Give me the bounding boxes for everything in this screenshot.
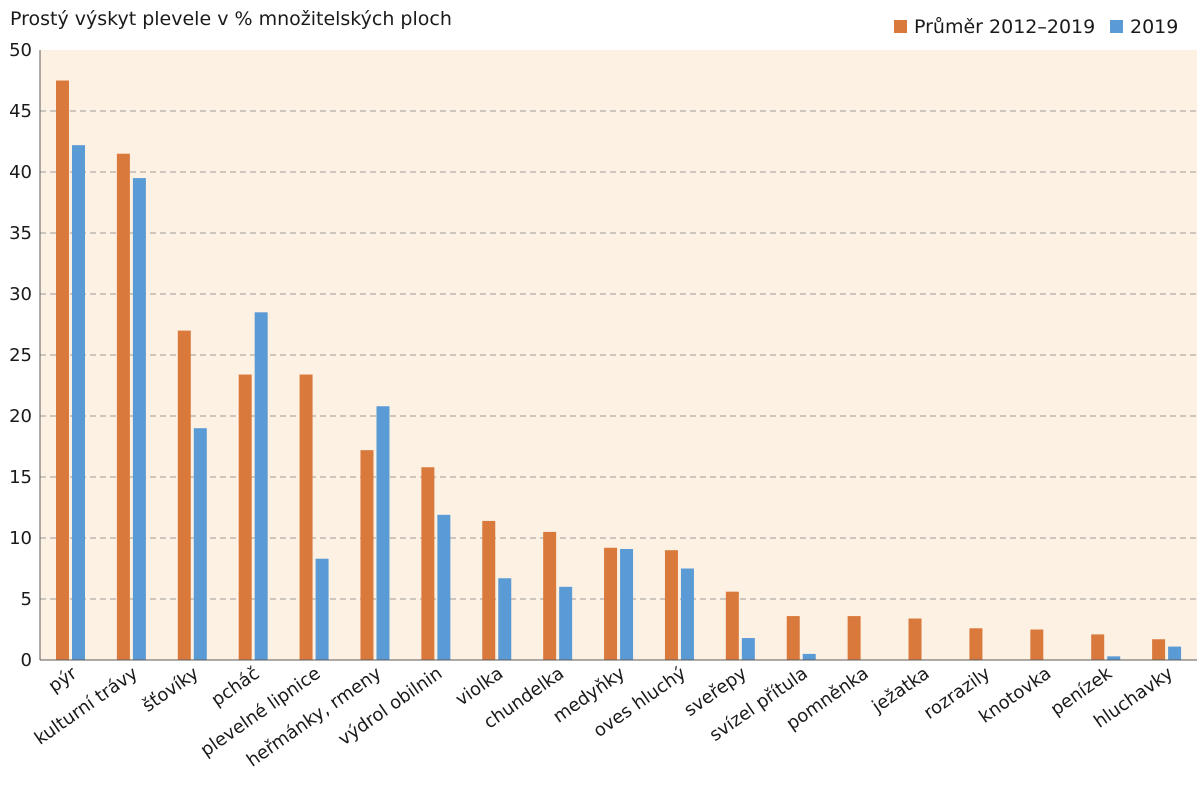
bar-2019	[72, 145, 85, 660]
bar-2019	[680, 568, 694, 660]
bar-average	[56, 80, 69, 660]
x-tick-label: pýr	[45, 663, 82, 697]
y-tick-label: 45	[9, 101, 32, 122]
bar-average	[786, 616, 800, 660]
bar-2019	[315, 558, 329, 660]
y-tick-label: 40	[9, 162, 32, 183]
y-tick-labels: 0 5 10 15 20 25 30 35 40 45 50	[9, 40, 32, 671]
bar-2019	[193, 428, 207, 660]
bar-2019	[1107, 656, 1121, 660]
legend-swatch	[894, 20, 907, 33]
x-tick-label: kulturní trávy	[31, 663, 142, 750]
bar-average	[421, 467, 435, 660]
bar-average	[908, 618, 922, 660]
bar-average	[1030, 629, 1044, 660]
x-tick-label: šťovíky	[139, 663, 203, 717]
bar-average	[238, 374, 252, 660]
bar-2019	[254, 312, 268, 660]
bar-2019	[132, 178, 146, 660]
bar-2019	[437, 514, 451, 660]
bars	[56, 80, 1182, 660]
bar-average	[543, 531, 557, 660]
y-tick-label: 50	[9, 40, 32, 61]
bar-2019	[376, 406, 390, 660]
bar-average	[1152, 639, 1166, 660]
legend: Průměr 2012–2019 2019	[894, 16, 1178, 38]
bar-average	[847, 616, 861, 660]
bar-average	[969, 628, 983, 660]
bar-average	[360, 450, 374, 660]
legend-label: Průměr 2012–2019	[914, 16, 1095, 38]
legend-label: 2019	[1130, 16, 1178, 38]
y-tick-label: 15	[9, 467, 32, 488]
chart-title: Prostý výskyt plevele v % množitelských …	[10, 8, 452, 30]
bar-average	[664, 550, 678, 660]
bar-2019	[741, 638, 755, 660]
axes	[39, 50, 1197, 661]
y-tick-label: 0	[21, 650, 32, 671]
y-tick-label: 35	[9, 223, 32, 244]
bar-average	[299, 374, 313, 660]
bar-2019	[802, 653, 816, 660]
bar-2019	[559, 586, 573, 660]
y-tick-label: 25	[9, 345, 32, 366]
bar-average	[482, 520, 496, 660]
legend-swatch	[1110, 20, 1123, 33]
y-tick-label: 30	[9, 284, 32, 305]
bar-2019	[1168, 646, 1182, 660]
y-tick-label: 5	[21, 589, 32, 610]
bar-2019	[498, 578, 512, 660]
y-tick-label: 20	[9, 406, 32, 427]
bar-average	[1091, 634, 1105, 660]
bar-average	[725, 591, 739, 660]
x-tick-label: výdrol obilnin	[334, 663, 446, 750]
bar-average	[604, 547, 618, 660]
y-tick-label: 10	[9, 528, 32, 549]
bar-2019	[620, 548, 634, 660]
gridlines	[40, 110, 1197, 600]
bar-average	[177, 330, 191, 660]
bar-average	[116, 153, 130, 660]
